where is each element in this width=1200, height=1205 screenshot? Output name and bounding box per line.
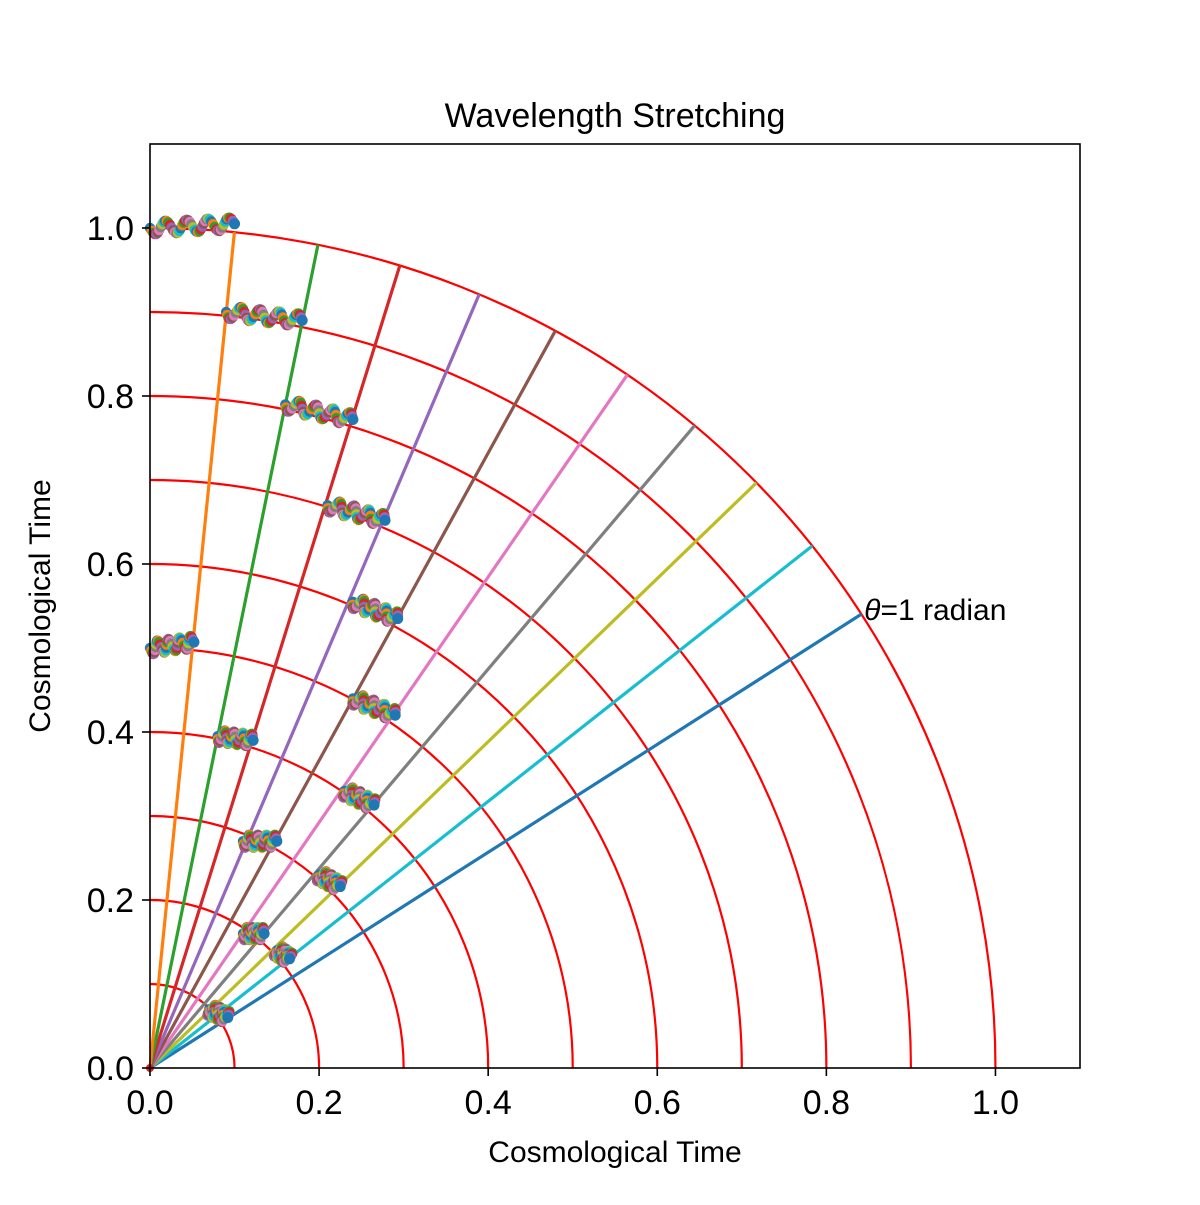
wave-packet — [347, 593, 404, 627]
x-tick-label: 1.0 — [972, 1084, 1019, 1122]
theta-annotation: θ=1 radian — [864, 594, 1006, 627]
wave-packet-endpoint — [347, 414, 359, 426]
x-tick-label: 0.0 — [126, 1084, 173, 1122]
wave-packet-endpoint — [334, 881, 346, 893]
wave-packet — [202, 999, 235, 1028]
wave-packet — [338, 782, 381, 814]
arc-r-1 — [149, 226, 997, 1069]
wave-packet-endpoint — [222, 1012, 234, 1024]
x-axis-label: Cosmological Time — [488, 1136, 741, 1169]
plot-area — [144, 212, 997, 1072]
x-tick-label: 0.8 — [803, 1084, 850, 1122]
y-tick-label: 0.6 — [87, 546, 134, 584]
wave-packet — [280, 395, 359, 429]
x-axis-ticks: 0.0 0.2 0.4 0.6 0.8 1.0 — [126, 1068, 1019, 1122]
wave-packet-endpoint — [389, 709, 401, 721]
y-tick-label: 0.8 — [87, 378, 134, 416]
wave-packet — [212, 725, 259, 752]
arc-r-0.5 — [149, 646, 574, 1069]
ray-0.9 — [149, 544, 814, 1070]
x-tick-label: 0.6 — [634, 1084, 681, 1122]
wave-packet — [268, 941, 298, 968]
arc-r-0.7 — [149, 478, 743, 1069]
plot-frame — [149, 143, 1081, 1069]
wave-packet-endpoint — [284, 953, 295, 965]
wave-packet — [220, 301, 308, 331]
theta-annotation-text: =1 radian — [880, 594, 1006, 627]
y-tick-label: 0.4 — [87, 714, 134, 752]
ray-0.7 — [148, 424, 696, 1070]
y-tick-label: 0.2 — [87, 882, 134, 920]
wave-packet — [237, 829, 283, 853]
wave-packet — [144, 212, 241, 240]
arc-r-0.2 — [149, 898, 321, 1069]
y-axis-ticks: 0.0 0.2 0.4 0.6 0.8 1.0 — [87, 210, 150, 1088]
wave-packet-endpoint — [271, 835, 283, 847]
ray-0.4 — [148, 293, 481, 1069]
wave-packet-endpoint — [188, 636, 200, 648]
wave-packet-endpoint — [247, 734, 259, 746]
wave-packet-endpoint — [296, 314, 308, 326]
theta-symbol: θ — [864, 594, 881, 627]
wave-packet-endpoint — [229, 218, 241, 230]
y-tick-label: 0.0 — [87, 1050, 134, 1088]
y-axis-label: Cosmological Time — [24, 479, 57, 732]
wave-packet — [237, 921, 270, 946]
chart-title: Wavelength Stretching — [445, 97, 786, 135]
wave-packet-endpoint — [392, 613, 404, 625]
x-tick-label: 0.2 — [295, 1084, 342, 1122]
ray-0.3 — [148, 265, 402, 1069]
ray-1 — [149, 612, 863, 1070]
arc-r-0.6 — [149, 562, 659, 1069]
wave-packet — [347, 690, 401, 724]
wave-packet — [311, 866, 348, 896]
wave-packet-endpoint — [379, 514, 391, 526]
x-tick-label: 0.4 — [465, 1084, 512, 1122]
wave-packet-endpoint — [258, 928, 270, 940]
ray-0.2 — [148, 244, 320, 1069]
y-tick-label: 1.0 — [87, 210, 134, 248]
wave-packet — [322, 496, 391, 529]
wave-packet — [144, 630, 200, 660]
ray-0.8 — [148, 481, 758, 1070]
arc-r-0.9 — [149, 310, 913, 1069]
wave-packet-endpoint — [368, 799, 380, 811]
